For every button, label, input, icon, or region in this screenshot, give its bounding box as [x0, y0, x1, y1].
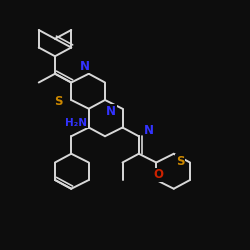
- Text: S: S: [54, 95, 63, 108]
- Text: N: N: [144, 124, 154, 136]
- Text: N: N: [106, 105, 116, 118]
- Text: O: O: [154, 168, 164, 181]
- Text: H₂N: H₂N: [65, 118, 87, 128]
- Text: N: N: [80, 60, 90, 73]
- Text: S: S: [176, 155, 184, 168]
